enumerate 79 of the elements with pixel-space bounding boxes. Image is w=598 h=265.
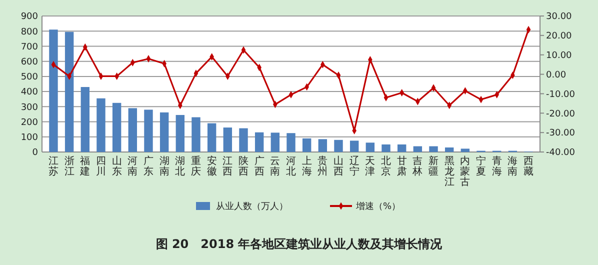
bar	[397, 144, 406, 152]
bar	[302, 138, 312, 152]
bar	[96, 98, 106, 152]
bar	[334, 140, 343, 152]
bar	[270, 132, 280, 152]
x-tick-label: 湖北	[175, 155, 186, 178]
y-tick-label: 700	[20, 42, 38, 52]
x-tick-label: 上海	[302, 155, 312, 178]
x-tick-label: 甘肃	[396, 155, 407, 178]
bar	[413, 146, 422, 152]
y-tick-label: 900	[20, 12, 38, 22]
x-tick-label: 贵州	[318, 155, 328, 178]
bar	[366, 142, 375, 152]
x-tick-label: 云南	[270, 156, 280, 178]
x-tick-label: 浙江	[64, 155, 74, 178]
y2-tick-label: -40.00	[546, 148, 576, 158]
y2-tick-label: 10.00	[546, 51, 572, 62]
x-tick-label: 重庆	[190, 155, 201, 178]
y-tick-label: 200	[20, 118, 38, 128]
y2-tick-label: -30.00	[546, 128, 576, 139]
y2-tick-label: -10.00	[546, 90, 576, 100]
bar	[429, 146, 438, 152]
bar	[176, 114, 185, 152]
x-tick-label: 湖南	[159, 155, 170, 178]
bar	[286, 133, 296, 152]
bar	[318, 139, 328, 152]
x-tick-label: 安徽	[206, 155, 217, 178]
x-tick-label: 河南	[128, 155, 138, 178]
x-tick-label: 陕西	[238, 155, 248, 178]
y2-tick-label: 30.00	[546, 12, 572, 22]
y2-tick-label: 0.00	[546, 70, 566, 80]
x-tick-label: 宁夏	[476, 155, 486, 178]
y-tick-label: 0	[32, 148, 38, 158]
y-tick-label: 100	[20, 133, 38, 144]
bar	[49, 30, 58, 152]
x-tick-label: 黑龙江	[444, 156, 454, 188]
x-tick-label: 内蒙古	[460, 155, 470, 188]
x-tick-label: 山东	[112, 155, 122, 178]
bar	[80, 87, 90, 152]
x-tick-label: 辽宁	[349, 155, 360, 178]
bar	[128, 108, 138, 152]
bar	[382, 144, 390, 152]
x-tick-label: 江西	[222, 155, 233, 178]
bar	[112, 102, 122, 152]
y-tick-label: 400	[20, 88, 38, 98]
x-tick-label: 山西	[334, 155, 344, 178]
x-tick-label: 四川	[96, 156, 106, 178]
legend-label: 增速（%）	[355, 201, 401, 212]
legend-label: 从业人数（万人）	[216, 201, 288, 212]
x-tick-label: 海南	[508, 155, 518, 178]
bar	[444, 147, 454, 152]
y-tick-label: 500	[20, 72, 38, 83]
x-tick-label: 北京	[381, 155, 392, 178]
x-tick-label: 河北	[286, 155, 296, 178]
bar	[144, 110, 153, 152]
y2-tick-label: -20.00	[546, 109, 576, 120]
bar	[460, 148, 470, 152]
bar	[350, 140, 359, 152]
text: 图 20 2018 年各地区建筑业从业人数及其增长情况	[156, 237, 444, 251]
x-tick-label: 天津	[365, 156, 376, 178]
x-tick-label: 吉林	[412, 155, 423, 178]
y2-tick-label: 20.00	[546, 32, 572, 42]
x-tick-label: 西藏	[524, 156, 534, 178]
bar	[207, 123, 216, 152]
bar	[223, 128, 232, 152]
x-tick-label: 广西	[254, 155, 264, 178]
x-tick-label: 江苏	[48, 155, 58, 178]
y-tick-label: 800	[20, 27, 38, 38]
x-tick-label: 福建	[79, 155, 90, 178]
x-tick-label: 青海	[492, 155, 502, 178]
y-tick-label: 300	[20, 102, 38, 113]
bar	[239, 128, 248, 152]
x-tick-label: 广东	[143, 155, 154, 178]
bar	[192, 117, 200, 152]
bar	[254, 132, 264, 152]
bar	[160, 112, 169, 152]
x-tick-label: 新疆	[428, 155, 439, 178]
bar	[64, 32, 74, 152]
y-tick-label: 600	[20, 57, 38, 68]
